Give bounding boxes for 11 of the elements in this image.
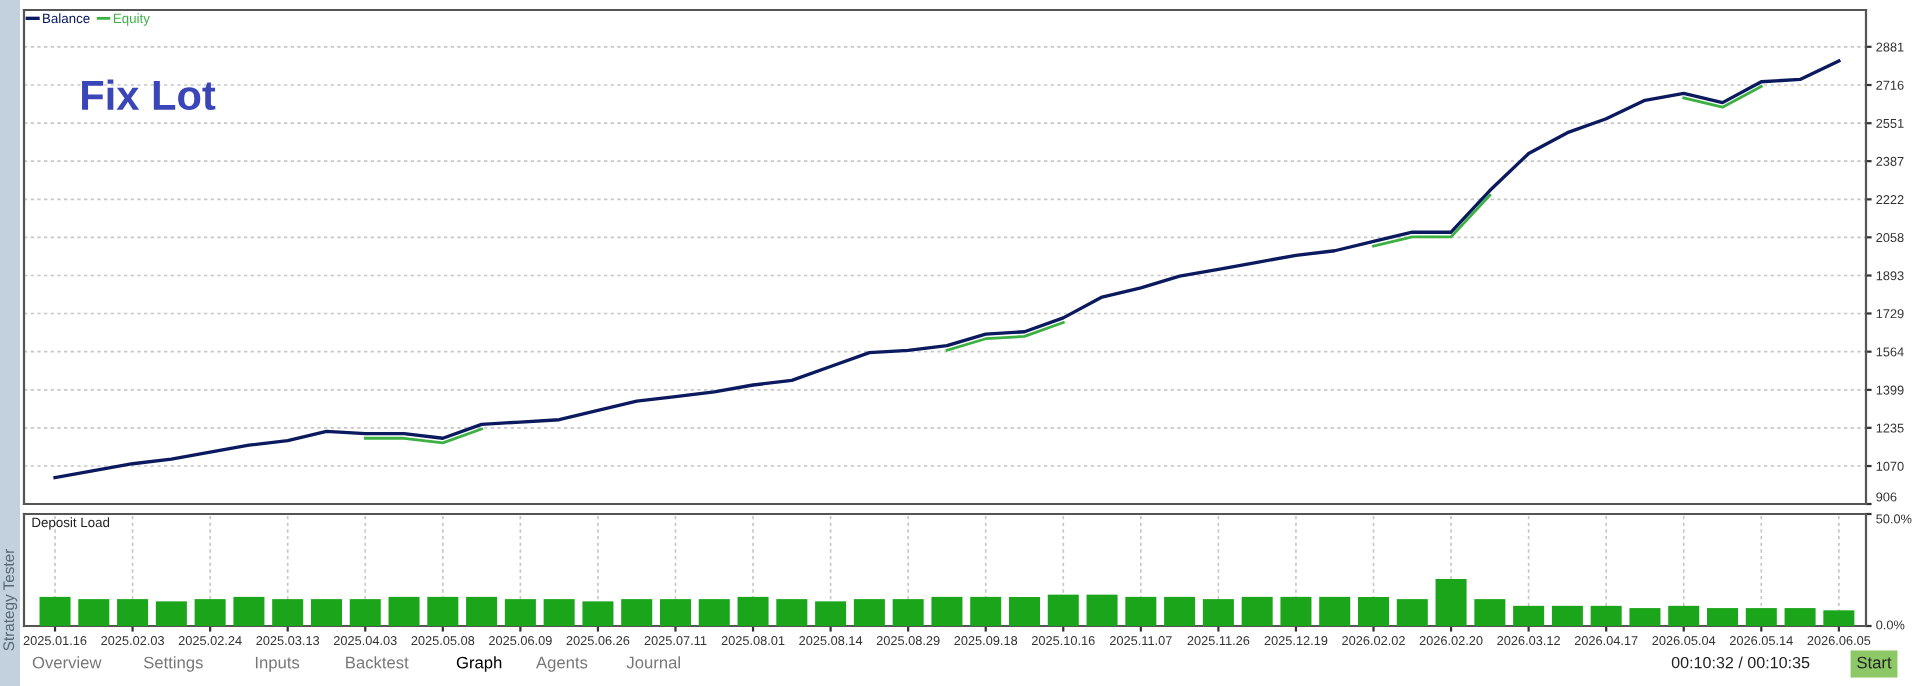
text: Agents [536, 656, 588, 672]
text: Start [1857, 656, 1892, 669]
text: 00:10:32 / 00:10:35 [1671, 656, 1810, 669]
text: Graph [456, 656, 502, 672]
text: Journal [626, 656, 680, 669]
text: Backtest [346, 656, 409, 669]
text: Inputs [255, 656, 300, 672]
text: Settings [143, 656, 203, 672]
text: Overview [32, 656, 102, 669]
text: Fix Lot [82, 79, 216, 111]
line-series [53, 59, 1841, 480]
